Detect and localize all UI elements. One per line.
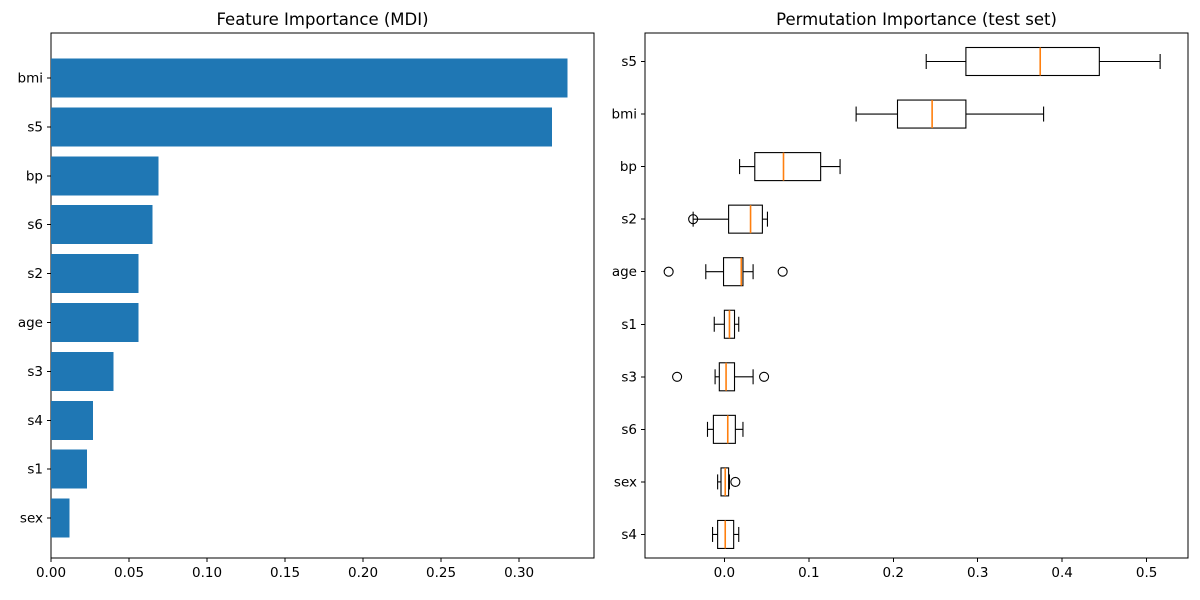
- x-tick-label: 0.25: [426, 565, 456, 581]
- x-tick-label: 0.2: [883, 565, 904, 581]
- box-age: [722, 257, 744, 287]
- x-tick-label: 0.0: [714, 565, 735, 581]
- bar-bmi: [51, 58, 568, 98]
- bar-s3: [51, 351, 114, 391]
- bar-s5: [51, 107, 552, 147]
- bar-s2: [51, 254, 139, 294]
- y-tick-label-bmi: bmi: [612, 107, 637, 123]
- y-tick-label-age: age: [612, 264, 637, 280]
- y-tick-label-bp: bp: [620, 159, 637, 175]
- y-tick-label-sex: sex: [20, 511, 43, 527]
- box-bp: [754, 152, 822, 182]
- right-chart-title: Permutation Importance (test set): [776, 10, 1057, 29]
- x-tick-label: 0.3: [967, 565, 988, 581]
- x-tick-label: 0.00: [36, 565, 66, 581]
- bar-sex: [51, 498, 70, 538]
- y-tick-label-s3: s3: [27, 364, 43, 380]
- bar-s6: [51, 205, 153, 245]
- bar-bp: [51, 156, 159, 196]
- y-tick-label-sex: sex: [614, 474, 637, 490]
- bar-age: [51, 303, 139, 342]
- box-s5: [965, 46, 1100, 77]
- x-tick-label: 0.10: [192, 565, 222, 581]
- flier-sex: [730, 476, 741, 487]
- y-tick-label-s3: s3: [621, 369, 637, 385]
- x-tick-label: 0.4: [1051, 565, 1072, 581]
- box-s3: [718, 362, 736, 392]
- y-tick-label-bp: bp: [26, 168, 43, 184]
- y-tick-label-s4: s4: [27, 413, 43, 429]
- y-tick-label-s5: s5: [27, 119, 43, 135]
- y-tick-label-s6: s6: [621, 422, 637, 438]
- x-tick-label: 0.20: [348, 565, 378, 581]
- y-tick-label-s2: s2: [621, 212, 637, 228]
- box-s6: [712, 414, 736, 444]
- plot-frame: [50, 32, 595, 559]
- x-tick-label: 0.1: [798, 565, 819, 581]
- x-tick-label: 0.15: [270, 565, 300, 581]
- y-tick-label-s5: s5: [621, 54, 637, 70]
- flier-s3: [672, 371, 683, 382]
- y-tick-label-s2: s2: [27, 266, 43, 282]
- flier-s2: [688, 214, 699, 225]
- flier-s3: [759, 371, 770, 382]
- flier-age: [663, 266, 674, 277]
- y-tick-label-s1: s1: [27, 462, 43, 478]
- y-tick-label-s1: s1: [621, 317, 637, 333]
- flier-age: [777, 266, 788, 277]
- bar-s4: [51, 400, 94, 440]
- y-tick-label-s6: s6: [27, 217, 43, 233]
- y-tick-label-bmi: bmi: [18, 71, 43, 87]
- left-chart-title: Feature Importance (MDI): [216, 10, 429, 29]
- bar-s1: [51, 449, 87, 489]
- y-tick-label-s4: s4: [621, 527, 637, 543]
- box-s2: [728, 204, 763, 234]
- plot-frame: [644, 32, 1189, 559]
- x-tick-label: 0.30: [504, 565, 534, 581]
- x-tick-label: 0.05: [114, 565, 144, 581]
- x-tick-label: 0.5: [1136, 565, 1157, 581]
- y-tick-label-age: age: [18, 315, 43, 331]
